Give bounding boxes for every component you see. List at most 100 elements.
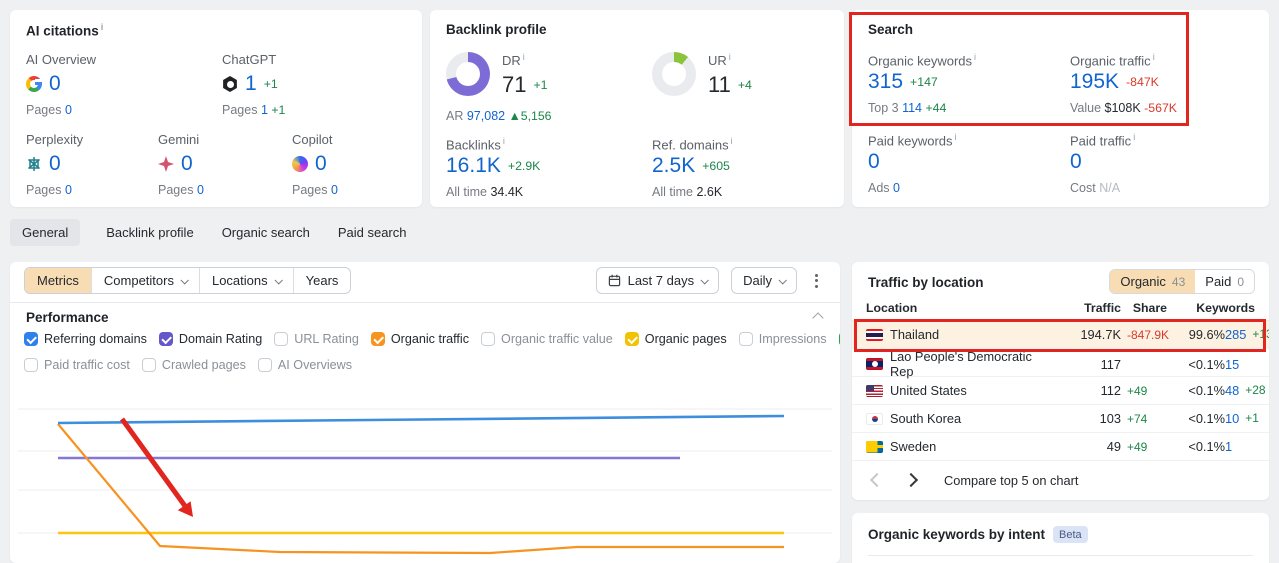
- metric-toggle-ai-overviews[interactable]: AI Overviews: [257, 358, 352, 372]
- copilot-value[interactable]: 0: [315, 152, 327, 175]
- gemini-value[interactable]: 0: [181, 152, 193, 175]
- info-icon[interactable]: i: [728, 52, 731, 62]
- metric-toggle-organic-traffic-value[interactable]: Organic traffic value: [481, 332, 613, 346]
- metric-toggle-impressions[interactable]: Impressions: [738, 332, 827, 346]
- collapse-section-icon[interactable]: [812, 312, 824, 324]
- url-rating-donut: [652, 52, 696, 96]
- paid-keywords-value[interactable]: 0: [868, 150, 880, 174]
- ar-link[interactable]: 97,082: [466, 109, 506, 123]
- info-icon[interactable]: i: [1152, 52, 1155, 62]
- referring-domains-line: [57, 414, 785, 425]
- metric-toggle-domain-rating[interactable]: Domain Rating: [158, 332, 262, 346]
- checkbox-checked-icon: [24, 332, 38, 346]
- segment-years[interactable]: Years: [292, 268, 351, 293]
- keywords-link[interactable]: 15: [1225, 356, 1240, 372]
- domain-rating-donut: [446, 52, 490, 96]
- search-card: Search Organic keywords i 315 +147 Top 3 1…: [852, 10, 1269, 207]
- perplexity-value[interactable]: 0: [49, 152, 61, 175]
- perplexity-stat: Perplexity 0 Pages 0: [26, 132, 84, 197]
- performance-card: Metrics Competitors Locations Years Last…: [10, 262, 840, 563]
- chatgpt-value[interactable]: 1: [245, 72, 257, 95]
- table-row-united-states[interactable]: United States 112 +49 <0.1% 48 +28: [852, 377, 1269, 405]
- table-row-laos[interactable]: Lao People's Democratic Rep 117 <0.1% 15: [852, 349, 1269, 379]
- chevron-down-icon: [700, 275, 710, 285]
- performance-line-chart[interactable]: [10, 385, 840, 563]
- keywords-link[interactable]: 48: [1225, 383, 1240, 398]
- organic-paid-toggle: Organic 43 Paid 0: [1109, 269, 1255, 294]
- keywords-by-intent-title: Organic keywords by intent: [868, 527, 1046, 542]
- tab-paid-search[interactable]: Paid search: [337, 225, 407, 240]
- next-page-icon[interactable]: [903, 472, 919, 488]
- table-row-thailand[interactable]: Thailand 194.7K -847.9K 99.6% 285+131: [852, 321, 1269, 349]
- segment-metrics[interactable]: Metrics: [25, 268, 91, 293]
- chevron-down-icon: [778, 275, 787, 285]
- calendar-icon: [608, 274, 620, 287]
- thailand-flag-icon: [866, 328, 883, 341]
- table-row-sweden[interactable]: Sweden 49 +49 <0.1% 1: [852, 433, 1269, 461]
- organic-traffic-stat: Organic traffic i 195K -847K Value $108K -…: [1070, 52, 1177, 116]
- checkbox-unchecked-icon: [274, 332, 289, 346]
- segment-competitors[interactable]: Competitors: [90, 268, 199, 293]
- pages-link[interactable]: 0: [64, 183, 72, 197]
- backlinks-stat: Backlinks i 16.1K +2.9K All time 34.4K: [446, 136, 541, 200]
- info-icon[interactable]: i: [730, 136, 733, 146]
- beta-badge: Beta: [1053, 526, 1088, 543]
- segment-locations[interactable]: Locations: [198, 268, 293, 293]
- keywords-link[interactable]: 1: [1225, 439, 1233, 454]
- location-table-footer: Compare top 5 on chart: [852, 463, 1269, 497]
- previous-page-icon[interactable]: [869, 472, 885, 488]
- table-row-south-korea[interactable]: South Korea 103 +74 <0.1% 10 +1: [852, 405, 1269, 433]
- pages-link[interactable]: 0: [330, 183, 338, 197]
- checkbox-unchecked-icon: [24, 358, 38, 372]
- compare-top5-link[interactable]: Compare top 5 on chart: [944, 472, 1079, 488]
- ai-overview-stat: AI Overview 0 Pages 0: [26, 52, 97, 117]
- metric-toggle-url-rating[interactable]: URL Rating: [274, 332, 359, 346]
- info-icon[interactable]: i: [1133, 132, 1136, 142]
- checkbox-checked-icon: [370, 332, 385, 346]
- organic-traffic-line: [57, 423, 784, 555]
- metric-toggle-organic-traffic[interactable]: Organic traffic: [370, 332, 469, 346]
- chevron-down-icon: [274, 275, 283, 285]
- search-title: Search: [868, 22, 914, 37]
- ref-domains-value[interactable]: 2.5K: [652, 154, 696, 178]
- tab-organic-search[interactable]: Organic search: [221, 225, 310, 240]
- backlink-profile-card: Backlink profile DR i 71 +1 AR 97,082 ▲5,1…: [430, 10, 844, 207]
- tab-general[interactable]: General: [10, 219, 81, 246]
- date-range-button[interactable]: Last 7 days: [595, 267, 720, 294]
- chatgpt-icon: [223, 76, 237, 92]
- tab-backlink-profile[interactable]: Backlink profile: [106, 225, 194, 240]
- keywords-link[interactable]: 285: [1225, 327, 1247, 342]
- pages-link[interactable]: 1: [260, 103, 268, 117]
- metric-toggle-crawled-pages[interactable]: Crawled pages: [141, 358, 246, 372]
- keywords-link[interactable]: 10: [1225, 411, 1240, 426]
- info-icon[interactable]: i: [100, 22, 104, 32]
- paid-traffic-value[interactable]: 0: [1070, 150, 1082, 174]
- metric-toggle-referring-domains[interactable]: Referring domains: [24, 332, 147, 346]
- metric-toggle-paid-traffic-cost[interactable]: Paid traffic cost: [24, 358, 130, 372]
- granularity-button[interactable]: Daily: [731, 267, 797, 294]
- ads-link[interactable]: 0: [893, 181, 900, 196]
- united-states-flag-icon: [866, 384, 883, 397]
- top3-link[interactable]: 114: [902, 101, 923, 116]
- ai-overview-value[interactable]: 0: [49, 72, 61, 95]
- checkbox-unchecked-icon: [738, 332, 753, 346]
- metric-toggle-organic-pages[interactable]: Organic pages: [624, 332, 727, 346]
- info-icon[interactable]: i: [522, 52, 525, 62]
- info-icon[interactable]: i: [502, 136, 505, 146]
- more-options-kebab-icon[interactable]: [809, 270, 824, 292]
- info-icon[interactable]: i: [974, 52, 977, 62]
- metric-toggle-paid-traffic[interactable]: Paid traffic: [838, 332, 840, 346]
- pages-link[interactable]: 0: [64, 103, 72, 117]
- pages-link[interactable]: 0: [196, 183, 204, 197]
- backlinks-value[interactable]: 16.1K: [446, 154, 501, 178]
- organic-keywords-value[interactable]: 315: [868, 70, 904, 94]
- gemini-icon: [158, 156, 174, 172]
- toggle-organic[interactable]: Organic 43: [1110, 270, 1196, 293]
- checkbox-unchecked-icon: [481, 332, 496, 346]
- location-table-header: Location Traffic Share Keywords: [852, 295, 1269, 321]
- ai-citations-card: AI citations i AI Overview 0 Pages 0 Chat…: [10, 10, 422, 207]
- traffic-by-location-card: Traffic by location Organic 43 Paid 0 Loca…: [852, 262, 1269, 500]
- toggle-paid[interactable]: Paid 0: [1195, 270, 1254, 293]
- organic-traffic-value[interactable]: 195K: [1070, 70, 1120, 94]
- info-icon[interactable]: i: [954, 132, 957, 142]
